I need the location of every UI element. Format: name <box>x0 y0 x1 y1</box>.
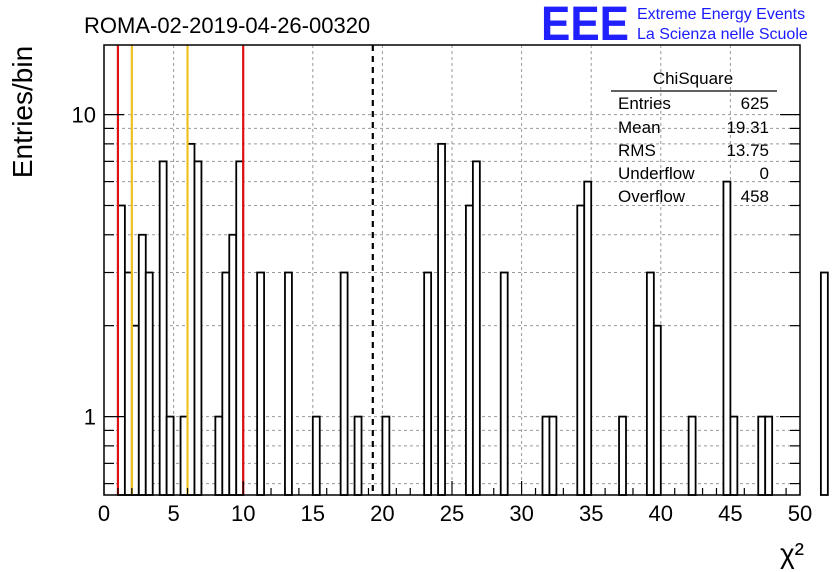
tick-labels: 0 5 10 15 20 25 30 35 40 45 50 1 10 <box>72 103 813 526</box>
histogram-bar <box>764 415 774 496</box>
histogram-bar <box>576 204 586 496</box>
x-tick-label: 15 <box>301 501 325 526</box>
histogram-bar <box>158 160 168 496</box>
y-tick-label: 10 <box>72 103 96 128</box>
x-tick-label: 50 <box>788 501 812 526</box>
histogram-bar <box>729 415 739 496</box>
histogram-bar <box>583 180 593 496</box>
y-axis-title: Entries/bin <box>7 46 38 178</box>
histogram-bar <box>214 415 224 496</box>
histogram-bar <box>618 415 627 496</box>
stats-label-overflow: Overflow <box>618 187 686 206</box>
histogram-bar <box>339 271 349 496</box>
eee-logo: EEE Extreme Energy Events La Scienza nel… <box>541 0 808 51</box>
histogram-bar <box>423 271 433 496</box>
stats-value-entries: 625 <box>741 94 769 113</box>
histogram-bar <box>652 324 662 496</box>
stats-value-rms: 13.75 <box>726 141 769 160</box>
logo-letters: EEE <box>541 0 629 51</box>
x-tick-label: 40 <box>649 501 673 526</box>
histogram-bar <box>645 271 655 496</box>
histogram-bar <box>819 271 829 496</box>
stats-label-underflow: Underflow <box>618 164 695 183</box>
histogram-bar <box>353 415 363 496</box>
x-tick-label: 10 <box>231 501 255 526</box>
histogram-bar <box>722 180 732 496</box>
x-tick-label: 30 <box>509 501 533 526</box>
stats-label-mean: Mean <box>618 118 661 137</box>
histogram-bar <box>687 415 697 496</box>
histogram-bar <box>284 271 293 496</box>
x-tick-label: 35 <box>579 501 603 526</box>
stats-value-overflow: 458 <box>741 187 769 206</box>
histogram-bar <box>499 271 509 496</box>
stats-header: ChiSquare <box>653 69 733 88</box>
x-tick-label: 45 <box>718 501 742 526</box>
x-tick-label: 20 <box>370 501 394 526</box>
histogram-bar <box>256 271 265 496</box>
reference-lines <box>116 45 374 495</box>
stats-value-underflow: 0 <box>760 164 769 183</box>
histogram-bar <box>471 160 481 496</box>
plot-title: ROMA-02-2019-04-26-00320 <box>84 13 370 38</box>
stats-label-entries: Entries <box>618 94 671 113</box>
stats-value-mean: 19.31 <box>726 118 769 137</box>
histogram-bar <box>381 415 391 496</box>
histogram-bar <box>137 233 147 496</box>
histogram-bar <box>437 142 446 496</box>
logo-line1: Extreme Energy Events <box>637 6 805 23</box>
histogram-bar <box>228 233 238 496</box>
histogram-bar <box>311 415 321 496</box>
histogram-bar <box>165 415 175 496</box>
histogram-bar <box>541 415 551 496</box>
histogram-bar <box>757 415 767 496</box>
stats-label-rms: RMS <box>618 141 656 160</box>
y-tick-label: 1 <box>84 405 96 430</box>
histogram-bar <box>193 160 203 496</box>
x-tick-label: 0 <box>98 501 110 526</box>
histogram-bar <box>548 415 558 496</box>
logo-line2: La Scienza nelle Scuole <box>637 26 808 43</box>
axis-ticks <box>103 113 801 495</box>
x-tick-label: 5 <box>167 501 179 526</box>
histogram-bar <box>144 271 154 496</box>
x-axis-title: χ² <box>780 538 804 569</box>
histogram-bar <box>221 271 231 496</box>
x-tick-label: 25 <box>440 501 464 526</box>
histogram-bar <box>465 204 474 496</box>
stats-box: ChiSquare Entries 625 Mean 19.31 RMS 13.… <box>611 69 777 206</box>
